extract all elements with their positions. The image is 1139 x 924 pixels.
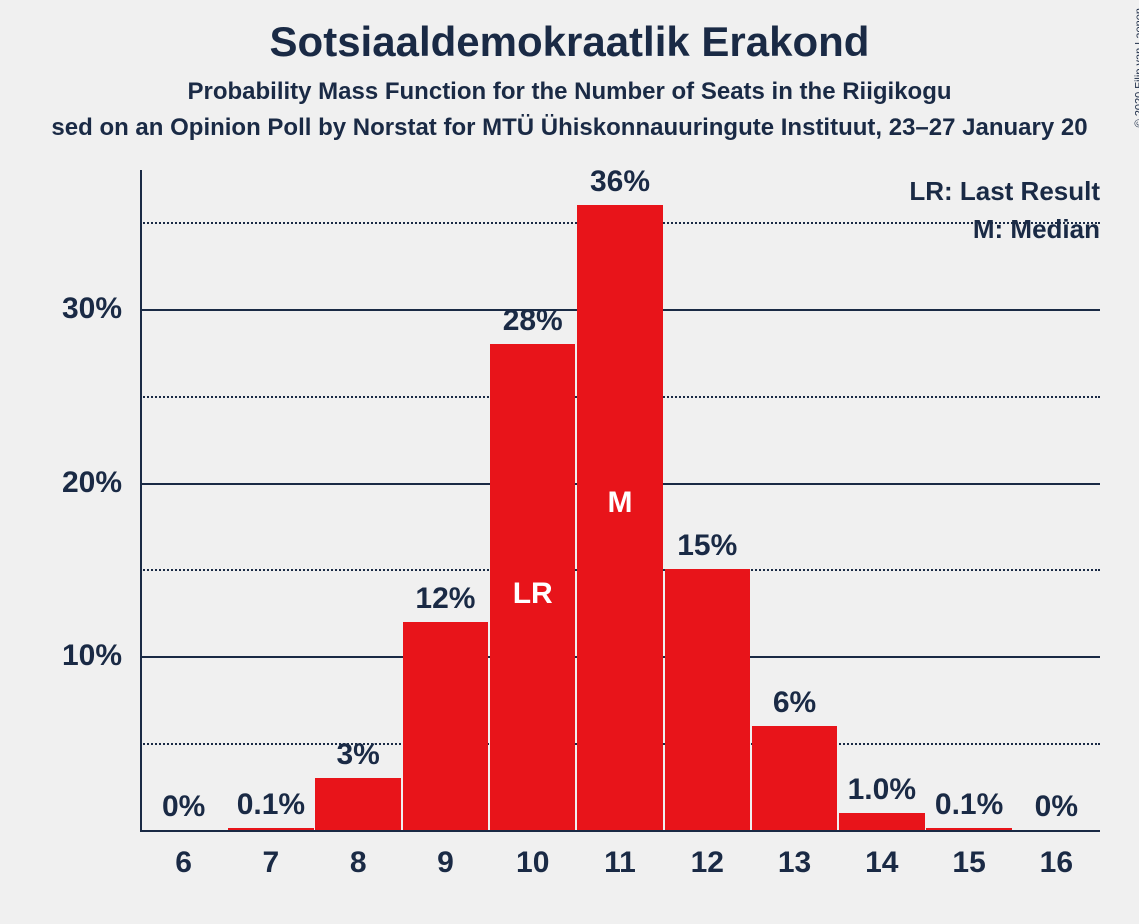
x-tick-label: 15	[925, 846, 1012, 880]
bar-value-label: 28%	[489, 304, 576, 338]
bar	[926, 828, 1012, 830]
bar	[665, 569, 751, 830]
plot-area: 0%0.1%3%12%28%36%15%6%1.0%0.1%0%LRM	[140, 170, 1100, 830]
bar-value-label: 6%	[751, 686, 838, 720]
bar	[315, 778, 401, 830]
bar	[752, 726, 838, 830]
gridline-major	[140, 830, 1100, 832]
legend-lr: LR: Last Result	[909, 176, 1100, 207]
bar-value-label: 12%	[402, 582, 489, 616]
x-tick-label: 7	[227, 846, 314, 880]
x-tick-label: 14	[838, 846, 925, 880]
bar-value-label: 36%	[576, 165, 663, 199]
chart-subtitle-1: Probability Mass Function for the Number…	[0, 78, 1139, 106]
y-axis	[140, 170, 142, 830]
bar-value-label: 0.1%	[925, 788, 1012, 822]
chart-title: Sotsiaaldemokraatlik Erakond	[0, 18, 1139, 66]
x-tick-label: 13	[751, 846, 838, 880]
bar-value-label: 1.0%	[838, 773, 925, 807]
x-tick-label: 9	[402, 846, 489, 880]
x-tick-label: 16	[1013, 846, 1100, 880]
bar-inner-lr-label: LR	[489, 577, 576, 611]
bar	[403, 622, 489, 830]
bar	[228, 828, 314, 830]
y-tick-label: 10%	[0, 639, 122, 673]
bar	[839, 813, 925, 830]
bar-value-label: 0%	[1013, 790, 1100, 824]
bar-value-label: 15%	[664, 529, 751, 563]
y-tick-label: 30%	[0, 292, 122, 326]
chart-subtitle-2: sed on an Opinion Poll by Norstat for MT…	[0, 114, 1139, 142]
x-tick-label: 6	[140, 846, 227, 880]
x-tick-label: 11	[576, 846, 663, 880]
x-tick-label: 10	[489, 846, 576, 880]
bar-value-label: 0.1%	[227, 788, 314, 822]
x-tick-label: 12	[664, 846, 751, 880]
copyright-text: © 2020 Filip van Laenen	[1133, 8, 1139, 127]
y-tick-label: 20%	[0, 466, 122, 500]
bar-value-label: 3%	[315, 738, 402, 772]
x-tick-label: 8	[315, 846, 402, 880]
bar-inner-m-label: M	[576, 486, 663, 520]
legend-m: M: Median	[973, 214, 1100, 245]
chart-container: Sotsiaaldemokraatlik Erakond Probability…	[0, 0, 1139, 924]
bar-value-label: 0%	[140, 790, 227, 824]
